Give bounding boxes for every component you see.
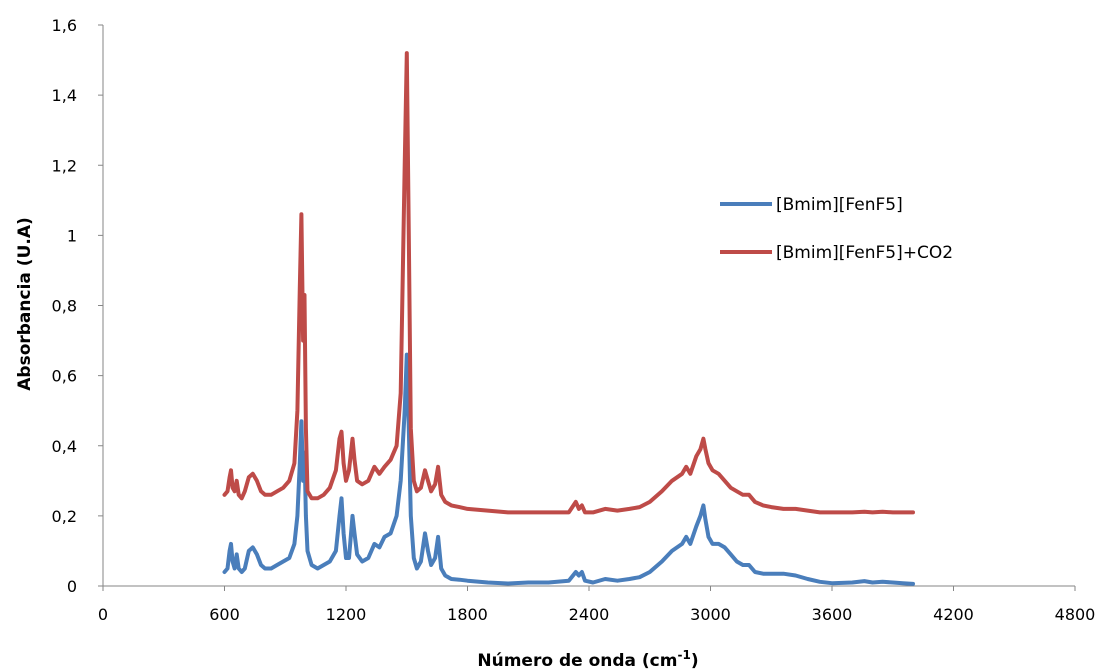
series-line-2: [222, 51, 915, 515]
y-tick-label: 0: [67, 577, 77, 596]
series-line-1: [222, 352, 915, 586]
y-axis-title: Absorbancia (U.A): [15, 217, 35, 391]
y-tick-label: 0,2: [52, 507, 77, 526]
y-tick-label: 1: [67, 226, 77, 245]
x-tick-label: 2400: [569, 605, 610, 624]
x-tick-labels: 0 600 1200 1800 2400 3000 3600 4200 4800: [98, 605, 1095, 624]
axes: [98, 24, 1076, 591]
legend: [Bmim][FenF5] [Bmim][FenF5]+CO2: [720, 195, 953, 263]
y-tick-labels: 0 0,2 0,4 0,6 0,8 1 1,2 1,4 1,6: [52, 16, 77, 596]
y-tick-label: 1,4: [52, 86, 77, 105]
x-tick-label: 4800: [1055, 605, 1096, 624]
x-tick-label: 3600: [812, 605, 853, 624]
legend-label-1: [Bmim][FenF5]: [776, 195, 903, 215]
y-tick-label: 1,6: [52, 16, 77, 35]
x-tick-label: 4200: [933, 605, 974, 624]
y-tick-label: 1,2: [52, 156, 77, 175]
x-tick-label: 600: [209, 605, 240, 624]
x-tick-label: 3000: [690, 605, 731, 624]
legend-label-2: [Bmim][FenF5]+CO2: [776, 243, 953, 263]
series-layer: [222, 51, 915, 586]
x-axis-title: Número de onda (cm-1): [477, 648, 698, 671]
x-axis-title-superscript: -1: [677, 648, 690, 662]
x-tick-label: 1200: [326, 605, 367, 624]
x-tick-label: 0: [98, 605, 108, 624]
x-axis-title-close: ): [691, 651, 699, 671]
y-tick-label: 0,6: [52, 367, 77, 386]
x-axis-title-text: Número de onda (cm: [477, 651, 677, 671]
y-tick-label: 0,4: [52, 437, 77, 456]
x-tick-label: 1800: [447, 605, 488, 624]
y-tick-label: 0,8: [52, 297, 77, 316]
